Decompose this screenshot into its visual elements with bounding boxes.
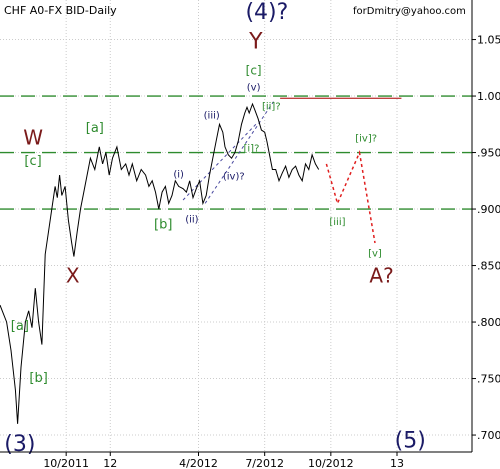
x-ticks: 10/2011 12 4/2012 7/2012 10/2012 13 [43, 452, 404, 469]
wave-label: (ii) [185, 215, 198, 226]
y-tick-label: 1.05 [477, 34, 500, 47]
y-tick-label: .800 [477, 316, 500, 329]
wave-label: [v] [368, 249, 382, 260]
wave-label: [c] [24, 154, 41, 169]
channel-line [204, 101, 274, 204]
chart-title: CHF A0-FX BID-Daily [4, 4, 117, 17]
wave-label: (iii) [204, 111, 220, 122]
x-tick-label: 10/2012 [308, 457, 354, 469]
y-tick-label: .900 [477, 203, 500, 216]
horizontal-lines [0, 95, 472, 210]
x-tick-label: 10/2011 [43, 457, 89, 469]
wave-label: [iv]? [355, 133, 377, 144]
wave-label: (v) [247, 82, 261, 93]
wave-label: (i) [173, 169, 184, 180]
y-tick-label: 1.00 [477, 90, 500, 103]
wave-label: [a] [86, 121, 104, 136]
wave-label: A? [369, 264, 393, 288]
wave-label: Y [248, 30, 263, 55]
x-tick-label: 4/2012 [179, 457, 218, 469]
projection-path [325, 149, 376, 244]
wave-label: [a] [11, 319, 29, 334]
wave-label: X [66, 264, 80, 288]
y-tick-label: .950 [477, 147, 500, 160]
grid-layer [0, 0, 472, 452]
wave-label: [b] [29, 371, 47, 386]
x-tick-label: 12 [103, 457, 117, 469]
wave-label: (iv)? [223, 172, 245, 183]
x-tick-label: 7/2012 [245, 457, 284, 469]
channel-lines [182, 101, 274, 204]
wave-labels: (4)? Y [c] (v)[ii]? (iii) [a] W [c] [i]? (i) (iv)?… [4, 0, 426, 457]
price-series-line [0, 102, 320, 424]
wave-label: [ii]? [262, 102, 281, 113]
price-layer [0, 102, 320, 424]
wave-label: [iii] [329, 217, 345, 228]
watermark-text: forDmitry@yahoo.com [353, 6, 466, 17]
projection-layer [325, 149, 376, 244]
y-ticks: 1.05 1.00 .950 .900 .850 .800 .750 .700 [472, 34, 500, 442]
x-tick-label: 13 [390, 457, 404, 469]
wave-label: (4)? [245, 0, 288, 25]
axes [0, 0, 473, 453]
wave-label: [c] [246, 64, 262, 78]
wave-label: (5) [395, 428, 426, 453]
y-tick-label: .700 [477, 429, 500, 442]
y-tick-label: .750 [477, 373, 500, 386]
wave-label: (3) [4, 432, 35, 457]
wave-label: [b] [154, 217, 172, 232]
y-tick-label: .850 [477, 260, 500, 273]
wave-label: [i]? [243, 143, 259, 154]
wave-label: W [23, 126, 43, 150]
